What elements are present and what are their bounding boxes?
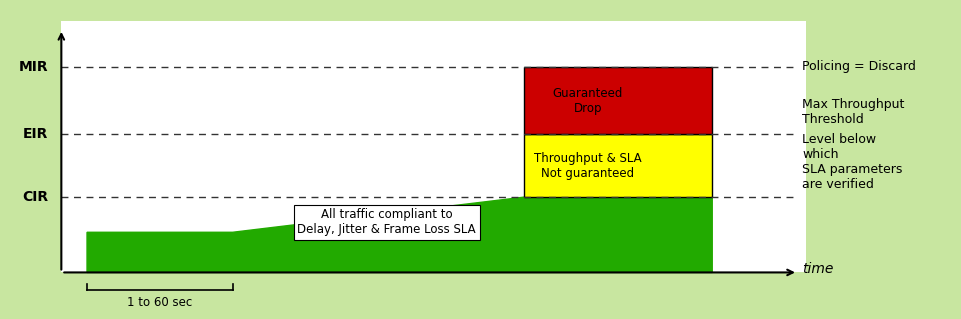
Text: All traffic compliant to
Delay, Jitter & Frame Loss SLA: All traffic compliant to Delay, Jitter &… bbox=[297, 208, 476, 236]
Text: CIR: CIR bbox=[22, 190, 48, 204]
Text: Max Throughput
Threshold: Max Throughput Threshold bbox=[801, 98, 903, 126]
Text: Throughput & SLA
Not guaranteed: Throughput & SLA Not guaranteed bbox=[533, 152, 641, 180]
Text: MIR: MIR bbox=[19, 60, 48, 74]
Text: 1 to 60 sec: 1 to 60 sec bbox=[127, 296, 192, 309]
Bar bbox=[524, 134, 711, 197]
Bar bbox=[62, 21, 805, 272]
Text: Policing = Discard: Policing = Discard bbox=[801, 60, 915, 73]
Text: Level below
which
SLA parameters
are verified: Level below which SLA parameters are ver… bbox=[801, 133, 901, 191]
Text: Guaranteed
Drop: Guaranteed Drop bbox=[553, 86, 623, 115]
Bar bbox=[524, 67, 711, 134]
Text: EIR: EIR bbox=[23, 127, 48, 141]
Text: time: time bbox=[801, 262, 832, 276]
Polygon shape bbox=[86, 197, 711, 272]
